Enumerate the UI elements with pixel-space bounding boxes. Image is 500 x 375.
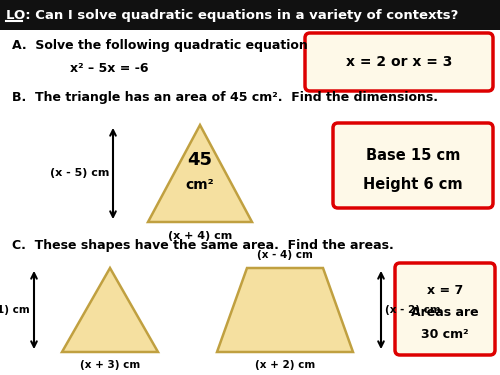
- Text: (x - 1) cm: (x - 1) cm: [0, 305, 30, 315]
- Text: (x - 4) cm: (x - 4) cm: [257, 250, 313, 260]
- Text: Areas are: Areas are: [411, 306, 479, 320]
- Polygon shape: [62, 268, 158, 352]
- Text: LO: Can I solve quadratic equations in a variety of contexts?: LO: Can I solve quadratic equations in a…: [6, 9, 458, 21]
- Text: 30 cm²: 30 cm²: [421, 327, 469, 340]
- Text: B.  The triangle has an area of 45 cm².  Find the dimensions.: B. The triangle has an area of 45 cm². F…: [12, 90, 438, 104]
- FancyBboxPatch shape: [333, 123, 493, 208]
- Text: x² – 5x = -6: x² – 5x = -6: [70, 62, 148, 75]
- Text: (x - 2) cm: (x - 2) cm: [385, 305, 441, 315]
- Text: x = 7: x = 7: [427, 285, 463, 297]
- Text: 45: 45: [188, 151, 212, 169]
- Polygon shape: [217, 268, 353, 352]
- Text: (x + 4) cm: (x + 4) cm: [168, 231, 232, 241]
- Text: x = 2 or x = 3: x = 2 or x = 3: [346, 55, 452, 69]
- FancyBboxPatch shape: [0, 0, 500, 30]
- Text: A.  Solve the following quadratic equation: A. Solve the following quadratic equatio…: [12, 39, 308, 51]
- FancyBboxPatch shape: [305, 33, 493, 91]
- Polygon shape: [148, 125, 252, 222]
- Text: cm²: cm²: [186, 178, 214, 192]
- Text: Base 15 cm: Base 15 cm: [366, 147, 460, 162]
- FancyBboxPatch shape: [395, 263, 495, 355]
- Text: (x - 5) cm: (x - 5) cm: [50, 168, 109, 178]
- Text: Height 6 cm: Height 6 cm: [363, 177, 463, 192]
- Text: C.  These shapes have the same area.  Find the areas.: C. These shapes have the same area. Find…: [12, 238, 394, 252]
- Text: (x + 2) cm: (x + 2) cm: [255, 360, 315, 370]
- Text: (x + 3) cm: (x + 3) cm: [80, 360, 140, 370]
